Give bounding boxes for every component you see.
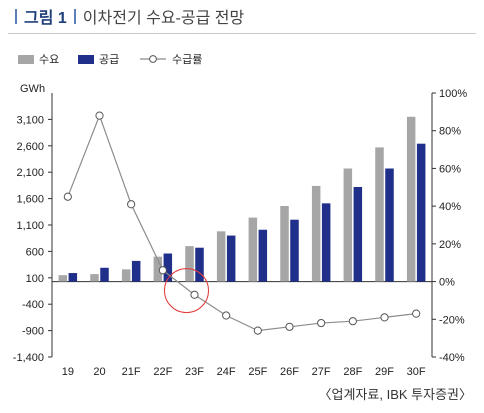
left-tick-label: -400 <box>22 299 44 311</box>
bar-supply <box>68 273 78 282</box>
ratio-point <box>285 322 294 331</box>
right-tick-label: -40% <box>439 352 465 364</box>
bar-demand <box>153 256 163 282</box>
left-axis-unit: GWh <box>20 83 45 95</box>
x-tick-label: 24F <box>217 366 236 378</box>
x-tick-label: 28F <box>343 366 362 378</box>
bar-demand <box>90 274 99 282</box>
ratio-point <box>253 326 262 335</box>
left-tick-label: 2,600 <box>16 141 44 153</box>
right-tick-label: 20% <box>439 239 461 251</box>
x-tick-label: 23F <box>185 366 204 378</box>
left-tick-label: 3,100 <box>16 114 44 126</box>
right-tick-label: 40% <box>439 201 461 213</box>
legend-label-supply: 공급 <box>99 54 119 66</box>
x-tick-label: 21F <box>122 366 141 378</box>
bar-demand <box>248 217 258 282</box>
ratio-point <box>222 311 231 320</box>
bar-demand <box>58 275 68 282</box>
bar-demand <box>280 205 289 282</box>
right-tick-label: 100% <box>439 88 467 100</box>
ratio-point <box>317 318 326 328</box>
title-divider <box>73 8 76 24</box>
legend-swatch-supply <box>78 55 94 64</box>
left-tick-label: 2,100 <box>16 167 44 179</box>
left-tick-label: 1,100 <box>16 220 44 232</box>
bar-supply <box>321 203 331 282</box>
x-tick-label: 26F <box>280 366 299 378</box>
left-tick-label: -1,400 <box>13 352 44 364</box>
ratio-point <box>127 200 136 209</box>
legend-marker-ratio <box>149 55 157 63</box>
bar-demand <box>375 147 384 282</box>
figure-label: 그림 1 <box>24 10 67 27</box>
right-tick-label: 80% <box>439 126 461 138</box>
bar-supply <box>385 168 394 282</box>
x-tick-label: 22F <box>153 366 172 378</box>
right-tick-label: -20% <box>439 314 465 326</box>
figure-title-bar: 그림 1 이차전기 수요-공급 전망 <box>8 3 244 29</box>
bar-supply <box>416 143 426 282</box>
bar-demand <box>406 116 416 282</box>
source-note: 〈업계자료, IBK 투자증권〉 <box>318 387 472 402</box>
left-tick-label: 600 <box>26 246 44 258</box>
ratio-point <box>412 309 421 318</box>
ratio-point <box>190 290 199 299</box>
right-tick-label: 0% <box>439 277 455 289</box>
ratio-line <box>67 113 417 332</box>
ratio-point <box>95 111 104 120</box>
x-tick-label: 20 <box>93 366 105 378</box>
bar-supply <box>131 260 141 282</box>
x-tick-label: 19 <box>62 366 74 378</box>
highlight-circle <box>164 268 209 314</box>
x-tick-label: 27F <box>312 366 331 378</box>
ratio-point <box>380 313 389 322</box>
bar-supply <box>353 186 363 282</box>
bar-supply <box>290 219 299 282</box>
right-tick-label: 60% <box>439 163 461 175</box>
legend-label-demand: 수요 <box>39 53 59 66</box>
left-tick-label: 1,600 <box>16 194 44 206</box>
bar-supply <box>195 247 204 282</box>
bar-demand <box>216 231 226 282</box>
bar-supply <box>226 235 236 282</box>
title-accent-bar <box>15 8 17 24</box>
figure-title: 이차전기 수요-공급 전망 <box>82 10 245 27</box>
ratio-point <box>158 266 167 275</box>
bar-demand <box>311 185 321 282</box>
ratio-point <box>348 317 357 326</box>
left-tick-label: 100 <box>26 273 44 285</box>
bar-supply <box>163 253 173 282</box>
legend-swatch-demand <box>18 55 34 64</box>
bar-supply <box>258 229 268 282</box>
bar-demand <box>121 269 131 282</box>
ratio-point <box>63 192 72 201</box>
left-tick-label: -900 <box>22 326 44 338</box>
legend-label-ratio: 수급률 <box>172 53 202 66</box>
title-rule <box>8 33 476 34</box>
bar-demand <box>343 168 353 282</box>
bar-supply <box>100 267 109 282</box>
x-tick-label: 25F <box>248 366 267 378</box>
bar-demand <box>185 246 194 282</box>
x-tick-label: 30F <box>407 366 426 378</box>
x-tick-label: 29F <box>375 366 394 378</box>
